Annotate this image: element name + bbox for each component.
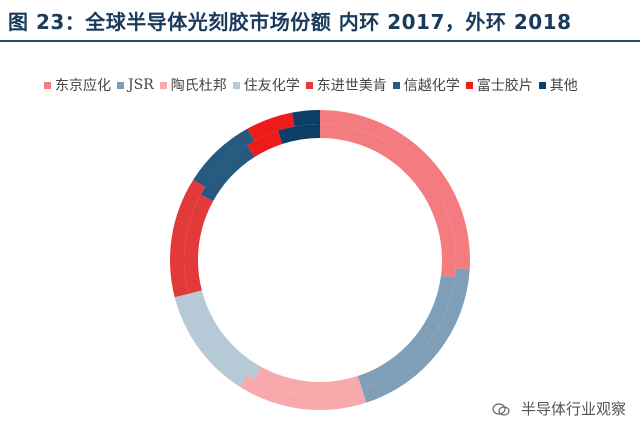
donut-slice: [247, 130, 283, 157]
legend-swatch: [392, 81, 400, 89]
donut-slice: [247, 112, 295, 141]
title-bar: 图 23：全球半导体光刻胶市场份额 内环 2017，外环 2018: [0, 0, 640, 42]
legend-label: 其他: [549, 78, 578, 94]
wechat-icon: [492, 402, 510, 416]
title-rule: [0, 40, 640, 42]
legend-label: 信越化学: [403, 78, 460, 94]
legend-label: JSR: [128, 77, 154, 93]
legend-item: 陶氏杜邦: [159, 75, 227, 95]
legend-swatch: [117, 81, 124, 89]
donut-slice: [170, 179, 206, 298]
donut-slice: [277, 124, 320, 144]
chart-legend: 东京应化 JSR 陶氏杜邦 住友化学 东进世美肯 信越化学 富士胶片 其他: [44, 74, 624, 96]
donut-slice: [184, 194, 214, 294]
donut-slice: [188, 290, 262, 380]
legend-label: 富士胶片: [476, 78, 533, 94]
donut-slice: [357, 275, 455, 390]
legend-item: 信越化学: [392, 75, 460, 95]
donut-slice: [320, 124, 456, 278]
legend-swatch: [159, 81, 167, 89]
legend-swatch: [44, 81, 51, 89]
legend-swatch: [305, 81, 313, 89]
legend-item: 富士胶片: [465, 75, 533, 95]
donut-slice: [362, 268, 470, 403]
donut-slice: [239, 374, 367, 410]
legend-item: 其他: [538, 75, 578, 95]
legend-swatch: [538, 81, 546, 89]
chart-title: 图 23：全球半导体光刻胶市场份额 内环 2017，外环 2018: [8, 10, 572, 34]
watermark-text: 半导体行业观察: [520, 400, 626, 418]
legend-swatch: [465, 81, 473, 89]
legend-label: 住友化学: [243, 78, 300, 94]
legend-label: 东进世美肯: [316, 78, 387, 94]
legend-item: 东进世美肯: [305, 75, 387, 95]
donut-slice: [320, 110, 471, 270]
donut-slice: [200, 145, 255, 202]
donut-slice: [291, 110, 320, 127]
legend-item: JSR: [117, 77, 154, 93]
watermark: 半导体行业观察: [492, 398, 626, 419]
legend-item: 东京应化: [44, 75, 111, 95]
donut-slice: [193, 128, 255, 188]
donut-slice: [254, 366, 363, 396]
legend-swatch: [232, 81, 240, 89]
legend-label: 陶氏杜邦: [170, 78, 227, 94]
legend-label: 东京应化: [55, 78, 111, 94]
donut-slice: [174, 293, 248, 387]
legend-item: 住友化学: [232, 75, 300, 95]
